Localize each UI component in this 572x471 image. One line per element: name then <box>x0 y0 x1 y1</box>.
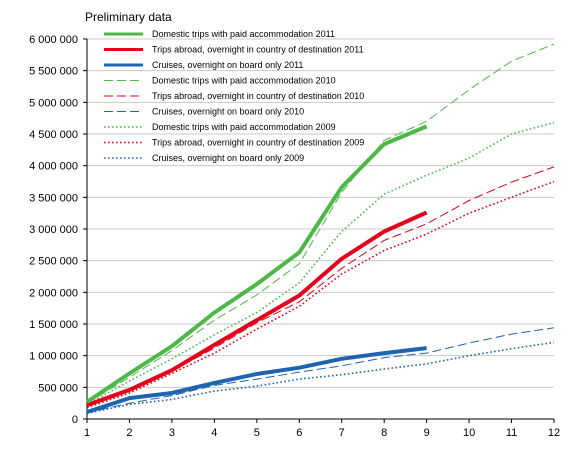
y-tick-label: 4 000 000 <box>29 161 78 173</box>
y-tick-label: 3 500 000 <box>29 192 78 204</box>
series-line-2 <box>86 210 428 407</box>
legend-label-1: Domestic trips with paid accommodation 2… <box>152 29 335 39</box>
x-tick-label: 5 <box>254 427 260 439</box>
legend-label-3: Cruises, overnight on board only 2011 <box>152 60 303 70</box>
y-tick-label: 1 000 000 <box>29 351 78 363</box>
x-tick-label: 1 <box>84 427 90 439</box>
legend-label-6: Cruises, overnight on board only 2010 <box>152 107 304 117</box>
y-axis-ticks: 0 500 000 1 000 000 1 500 000 2 000 000 2 500… <box>29 34 87 426</box>
x-tick-label: 11 <box>506 427 517 439</box>
x-tick-label: 3 <box>169 427 175 439</box>
x-tick-label: 8 <box>381 427 387 439</box>
x-tick-label: 6 <box>296 427 302 439</box>
series-line-1 <box>85 124 428 404</box>
y-tick-label: 500 000 <box>38 382 78 394</box>
series-line-4 <box>86 43 555 404</box>
series-line-9 <box>86 341 555 415</box>
y-tick-label: 2 000 000 <box>29 287 78 299</box>
y-tick-label: 1 500 000 <box>29 319 78 331</box>
legend-label-4: Domestic trips with paid accommodation 2… <box>152 76 336 86</box>
x-tick-label: 9 <box>424 427 430 439</box>
y-tick-label: 3 000 000 <box>29 224 78 236</box>
legend-label-9: Cruises, overnight on board only 2009 <box>152 153 304 163</box>
series-line-5 <box>86 166 555 407</box>
legend-label-8: Trips abroad, overnight in country of de… <box>152 138 364 148</box>
x-tick-label: 7 <box>339 427 345 439</box>
y-tick-label: 4 500 000 <box>29 129 78 141</box>
x-tick-label: 2 <box>126 427 132 439</box>
series-lines <box>85 43 555 415</box>
series-line-3 <box>86 346 427 414</box>
legend: Domestic trips with paid accommodation 2… <box>104 29 364 163</box>
legend-label-2: Trips abroad, overnight in country of de… <box>152 45 364 55</box>
series-line-8 <box>86 180 555 409</box>
x-tick-label: 10 <box>463 427 475 439</box>
series-line-7 <box>86 121 555 406</box>
x-axis-ticks: 1 2 3 4 5 6 7 8 9 10 11 12 <box>84 419 560 439</box>
legend-label-5: Trips abroad, overnight in country of de… <box>152 91 364 101</box>
chart-subtitle: Preliminary data <box>85 10 172 24</box>
x-tick-label: 4 <box>211 427 217 439</box>
y-tick-label: 5 000 000 <box>29 97 78 109</box>
y-tick-label: 5 500 000 <box>29 66 78 78</box>
legend-label-7: Domestic trips with paid accommodation 2… <box>152 122 336 132</box>
y-tick-label: 6 000 000 <box>29 34 78 46</box>
x-tick-label: 12 <box>548 427 560 439</box>
y-tick-label: 0 <box>72 414 78 426</box>
y-tick-label: 2 500 000 <box>29 256 78 268</box>
series-line-6 <box>86 327 555 414</box>
